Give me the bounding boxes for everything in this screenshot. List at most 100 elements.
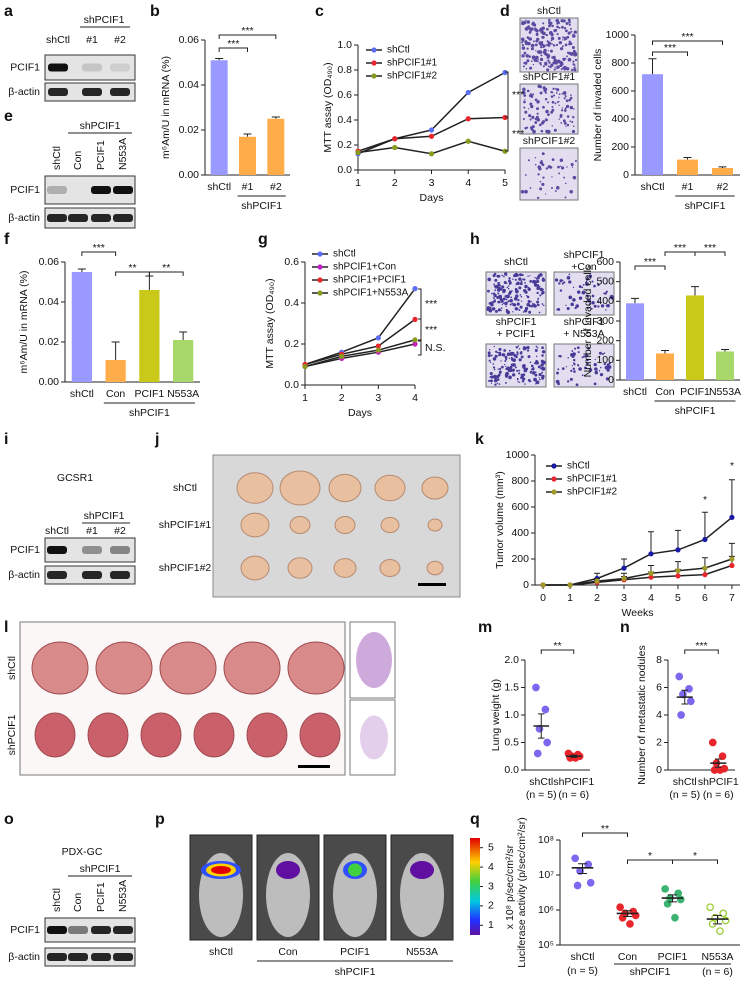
cell — [508, 281, 512, 285]
cell — [553, 94, 556, 97]
cell — [526, 59, 530, 63]
colorbar-tick-label: 5 — [488, 841, 494, 853]
legend-label: shPCIF1#1 — [387, 58, 437, 69]
cell — [565, 66, 570, 71]
bar — [712, 168, 733, 175]
legend-label: shPCIF1#1 — [567, 474, 617, 485]
cell — [573, 68, 577, 72]
cell — [519, 294, 522, 296]
y-tick-label: 0.8 — [337, 64, 352, 76]
cell — [547, 65, 550, 68]
cell — [499, 287, 503, 291]
image-label: +Con — [571, 261, 597, 273]
significance: * — [648, 850, 652, 862]
blot-title: GCSR1 — [57, 472, 93, 484]
cell — [561, 39, 564, 41]
cell — [605, 377, 610, 381]
cell — [527, 108, 530, 110]
cell — [522, 377, 526, 381]
legend-marker — [371, 60, 377, 66]
point — [621, 575, 627, 582]
panel-letter: b — [150, 3, 160, 20]
bar — [139, 290, 160, 382]
cell — [527, 41, 531, 46]
mouse — [333, 853, 377, 937]
cell — [517, 298, 520, 302]
cell — [551, 25, 554, 28]
cell — [572, 108, 575, 110]
cell — [534, 27, 537, 30]
cell — [526, 89, 530, 93]
cell — [563, 281, 566, 284]
x-axis-label: Days — [348, 407, 372, 419]
image-label: Con — [278, 946, 297, 958]
cell — [563, 97, 566, 100]
cell — [569, 96, 573, 100]
blot-band — [47, 186, 67, 194]
group-label: shPCIF1 — [335, 966, 376, 978]
cell — [568, 51, 572, 55]
tumor — [287, 557, 313, 579]
cell — [524, 282, 526, 284]
cell — [529, 300, 532, 303]
significance: *** — [695, 640, 707, 652]
cell — [494, 299, 497, 301]
cell — [506, 352, 511, 357]
cell — [535, 277, 538, 280]
y-tick-label: 400 — [611, 113, 629, 125]
cell — [526, 302, 531, 307]
image-label: + N553A — [563, 328, 604, 340]
cell — [577, 351, 580, 354]
cell — [528, 310, 532, 314]
scale-bar — [418, 583, 446, 586]
cell — [560, 122, 563, 124]
cell — [516, 369, 519, 372]
bracket — [540, 649, 575, 654]
point — [718, 752, 727, 761]
cell — [597, 300, 600, 304]
cell — [567, 31, 571, 35]
cell — [501, 274, 503, 277]
blot-band — [110, 88, 130, 96]
cell — [581, 356, 584, 359]
cell — [507, 287, 510, 290]
cell — [508, 277, 511, 280]
cell — [503, 275, 505, 278]
cell — [495, 350, 498, 353]
cell — [600, 279, 602, 282]
cell — [493, 285, 495, 287]
cell — [547, 50, 549, 52]
y-axis-label: Number of metastatic nodules — [636, 645, 648, 784]
image-label: shPCIF1 — [564, 249, 605, 261]
cell — [564, 36, 567, 40]
y-tick-label: 1000 — [506, 449, 530, 461]
cell — [551, 105, 554, 108]
y-axis-label: MTT assay (OD₄₉₀) — [264, 278, 276, 368]
cell — [557, 307, 561, 311]
y-tick-label: 0.0 — [504, 764, 519, 776]
cell — [559, 289, 563, 292]
blot-band — [82, 88, 102, 96]
cell — [541, 182, 545, 186]
cell — [564, 43, 568, 47]
cell — [598, 370, 601, 372]
cell — [578, 296, 583, 300]
cell — [538, 85, 543, 89]
y-axis-label: m⁶Am/U in mRNA (%) — [18, 271, 30, 374]
cell — [593, 362, 597, 367]
cell — [539, 180, 542, 183]
cell — [514, 307, 518, 311]
cell — [534, 121, 538, 124]
cell — [560, 166, 565, 170]
blot-band — [48, 88, 68, 96]
bracket — [652, 51, 688, 56]
cell — [532, 371, 535, 375]
blot-band — [91, 214, 111, 222]
cell — [490, 354, 493, 357]
x-tick-sublabel: (n = 6) — [702, 966, 733, 978]
significance: *** — [644, 256, 656, 268]
cell — [531, 125, 535, 129]
cell — [522, 91, 526, 95]
x-tick-label: PCIF1 — [680, 386, 710, 398]
cell — [532, 40, 535, 43]
